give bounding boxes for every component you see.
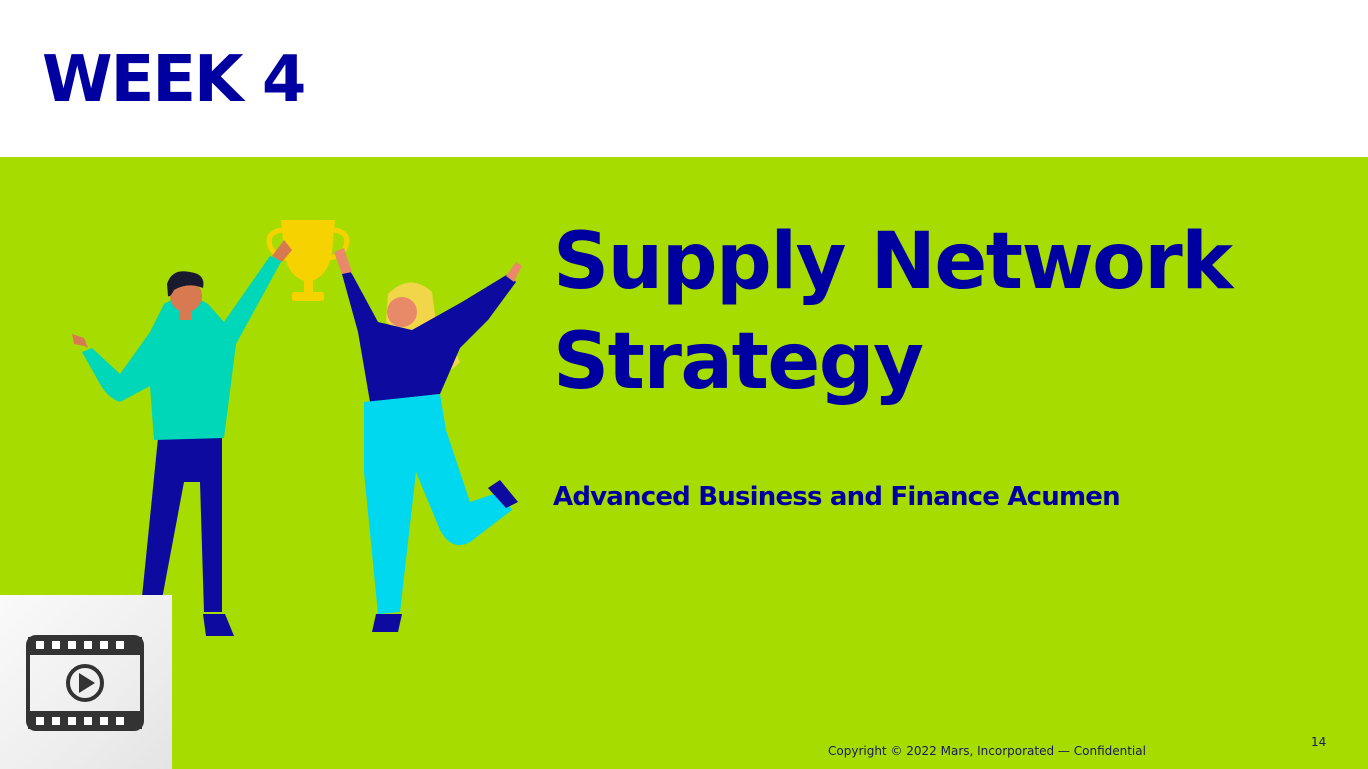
main-title-line1: Supply Network: [553, 217, 1233, 307]
main-title: Supply Network Strategy: [553, 212, 1333, 412]
main-title-line2: Strategy: [553, 317, 924, 407]
week-title: WEEK 4: [42, 43, 306, 117]
slide-header: WEEK 4: [0, 0, 1368, 157]
page-number: 14: [1311, 735, 1327, 749]
celebrating-people-illustration: [72, 220, 522, 636]
woman-figure: [334, 248, 522, 632]
subtitle: Advanced Business and Finance Acumen: [553, 482, 1121, 512]
copyright-footer: Copyright © 2022 Mars, Incorporated — Co…: [828, 744, 1146, 758]
man-figure: [72, 240, 292, 636]
video-play-button[interactable]: [0, 595, 172, 769]
video-play-icon[interactable]: [26, 635, 144, 731]
green-panel: [0, 157, 1368, 769]
